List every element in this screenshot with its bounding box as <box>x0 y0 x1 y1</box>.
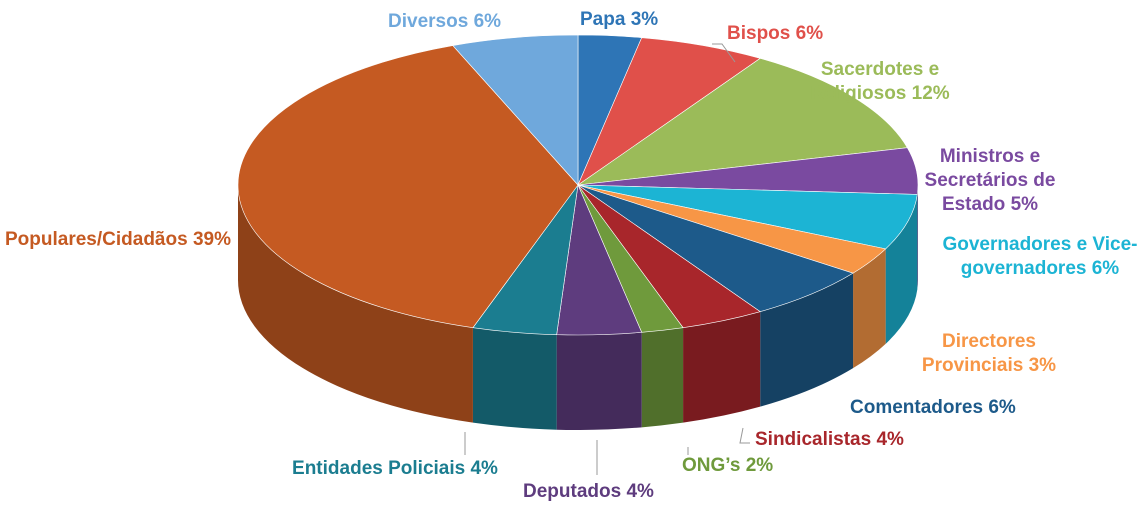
slice-side <box>683 311 761 423</box>
value-label: 6% <box>988 397 1016 418</box>
value-label: 2% <box>745 455 774 476</box>
slice-label: Populares/Cidadãos 39% <box>0 228 236 252</box>
value-label: 4% <box>626 481 654 502</box>
slice-side <box>641 327 684 428</box>
value-label: 4% <box>876 429 904 450</box>
value-label: 6% <box>473 11 502 32</box>
category-name: Comentadores <box>850 397 984 418</box>
slice-side <box>760 273 854 407</box>
category-name: Bispos <box>727 23 791 44</box>
category-name: Entidades Policiais <box>292 458 466 479</box>
category-name: Populares/Cidadãos <box>5 229 188 250</box>
leader-line <box>739 427 750 444</box>
category-name: ONG’s <box>682 455 741 476</box>
slice-side <box>472 327 557 430</box>
slice-side <box>917 185 918 290</box>
value-label: 39% <box>192 229 231 250</box>
slice-side <box>556 332 642 430</box>
category-name: Sacerdotes e Religiosos <box>810 59 940 104</box>
slice <box>237 45 579 328</box>
category-name: Deputados <box>523 481 622 502</box>
slice-side <box>885 194 918 344</box>
slice <box>577 58 908 186</box>
slice-label: Sindicalistas 4% <box>755 428 904 452</box>
slice-label: Deputados 4% <box>523 480 654 504</box>
category-name: Sindicalistas <box>755 429 872 450</box>
slice-label: Directores Provinciais 3% <box>903 330 1075 378</box>
category-name: Governadores e Vice-governadores <box>942 234 1138 279</box>
slice-label: Comentadores 6% <box>850 396 1016 420</box>
category-name: Papa <box>580 9 626 30</box>
slice <box>577 184 854 312</box>
slice-label: Diversos 6% <box>388 10 501 34</box>
category-name: Diversos <box>388 11 469 32</box>
category-name: Ministros e Secretários de Estado <box>924 146 1056 215</box>
category-name: Directores Provinciais <box>921 331 1036 376</box>
slice-side <box>853 248 886 369</box>
value-label: 3% <box>630 9 659 30</box>
slice <box>577 184 918 250</box>
slice-label: Governadores e Vice-governadores 6% <box>942 233 1138 281</box>
slice-label: Bispos 6% <box>727 22 823 46</box>
slice <box>577 37 761 186</box>
value-label: 3% <box>1028 355 1057 376</box>
value-label: 12% <box>911 83 950 104</box>
slice-label: Sacerdotes e Religiosos 12% <box>790 58 970 106</box>
value-label: 6% <box>795 23 824 44</box>
slice-label: ONG’s 2% <box>682 454 773 478</box>
slice-label: Ministros e Secretários de Estado 5% <box>900 145 1080 217</box>
value-label: 6% <box>1091 258 1120 279</box>
slice-label: Papa 3% <box>580 8 658 32</box>
value-label: 5% <box>1010 194 1039 215</box>
value-label: 4% <box>470 458 498 479</box>
leader-line <box>712 43 736 63</box>
slice-label: Entidades Policiais 4% <box>285 457 505 481</box>
slice-side <box>238 185 473 423</box>
slice <box>452 34 579 186</box>
